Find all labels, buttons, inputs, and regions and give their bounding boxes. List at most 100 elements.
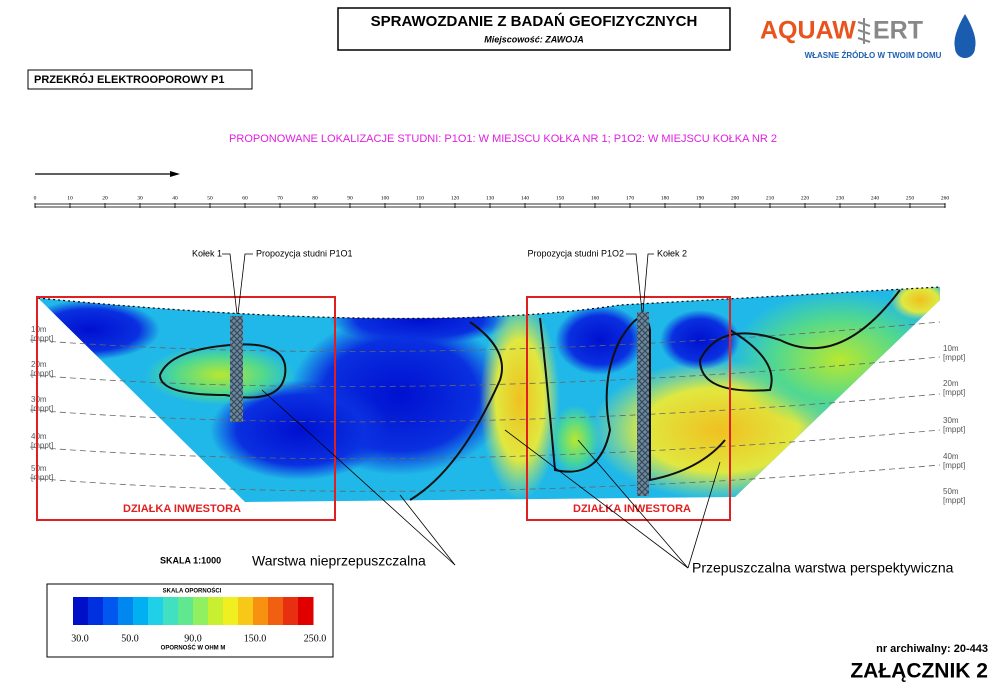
ruler-label: 110 [416,195,424,201]
ruler-label: 10 [67,195,73,201]
depth-label: 20m [943,379,959,388]
ruler-label: 40 [172,195,178,201]
ruler-label: 30 [137,195,143,201]
proposal: PROPONOWANE LOKALIZACJE STUDNI: P1O1: W … [229,133,777,145]
depth-lines [29,321,941,492]
depth-unit: [mppt] [943,425,965,434]
stake-label: Kołek 2 [657,248,687,258]
legend-swatch [163,597,179,625]
logo-tagline: WŁASNE ŹRÓDŁO W TWOIM DOMU [805,51,942,60]
well-label: Propozycja studni P1O1 [256,248,353,258]
well-label: Propozycja studni P1O2 [527,248,624,258]
legend-swatch [178,597,194,625]
ruler-label: 170 [626,195,635,201]
legend-swatch [238,597,254,625]
depth-unit: [mppt] [31,404,53,413]
ruler-label: 140 [521,195,530,201]
ruler-label: 200 [731,195,740,201]
legend-label: 250.0 [304,633,327,644]
ruler-label: 0 [34,195,37,201]
depth-label: 50m [31,464,47,473]
ruler-label: 180 [661,195,670,201]
layer-label: Przepuszczalna warstwa perspektywiczna [692,560,954,576]
stake-label: Kołek 1 [192,248,222,258]
ruler-label: 60 [242,195,248,201]
legend-swatch [193,597,209,625]
depth-unit: [mppt] [31,334,53,343]
legend-title: SKALA OPORNOŚCI [163,588,222,595]
ruler-label: 100 [381,195,390,201]
legend-swatch [208,597,224,625]
legend-swatch [253,597,269,625]
legend-swatch [283,597,299,625]
location: Miejscowość: ZAWOJA [484,34,584,44]
depth-unit: [mppt] [31,441,53,450]
depth-label: 20m [31,360,47,369]
depth-unit: [mppt] [943,353,965,362]
legend-label: 50.0 [121,633,139,644]
depth-label: 30m [943,416,959,425]
depth-unit: [mppt] [943,388,965,397]
section-title: PRZEKRÓJ ELEKTROOPOROWY P1 [34,73,225,86]
archive-number: nr archiwalny: 20-443 [876,643,988,655]
depth-label: 40m [31,432,47,441]
scale: SKALA 1:1000 [160,555,221,565]
ruler-label: 230 [836,195,845,201]
plot-box-2 [526,296,731,521]
ruler-label: 190 [696,195,705,201]
well-2 [637,312,649,496]
well-1 [230,316,243,422]
legend-swatch [133,597,149,625]
ruler-label: 160 [591,195,600,201]
legend-swatch [118,597,134,625]
plot-label: DZIAŁKA INWESTORA [573,503,691,515]
ruler-label: 240 [871,195,880,201]
logo-right: ERT [873,17,923,45]
depth-label: 50m [943,487,959,496]
ruler-label: 260 [941,195,950,201]
ruler-label: 150 [556,195,565,201]
logo-drop [954,14,976,58]
ruler-label: 70 [277,195,283,201]
depth-label: 40m [943,452,959,461]
ruler-label: 210 [766,195,775,201]
appendix: ZAŁĄCZNIK 2 [850,660,988,683]
layer-boundaries [158,289,901,501]
legend-swatch [223,597,239,625]
legend-label: 90.0 [184,633,202,644]
direction-arrow-head [170,171,180,177]
depth-unit: [mppt] [31,369,53,378]
legend-label: 150.0 [244,633,267,644]
depth-unit: [mppt] [943,461,965,470]
plot-label: DZIAŁKA INWESTORA [123,503,241,515]
depth-label: 10m [943,344,959,353]
leaders [222,253,721,569]
legend-unit: OPORNOŚĆ W OHM M [161,644,226,652]
layer-label: Warstwa nieprzepuszczalna [252,553,426,569]
ruler-label: 90 [347,195,353,201]
depth-label: 30m [31,395,47,404]
logo-left: AQUAW [760,17,856,45]
legend-swatch [268,597,284,625]
legend-swatch [88,597,104,625]
legend-swatch [103,597,119,625]
legend-label: 30.0 [71,633,89,644]
legend-swatch [298,597,314,625]
header-box [337,7,731,51]
report-title: SPRAWOZDANIE Z BADAŃ GEOFIZYCZNYCH [371,13,698,30]
ruler-label: 20 [102,195,108,201]
ruler-label: 250 [906,195,915,201]
section-title-box [27,69,253,90]
depth-label: 10m [31,325,47,334]
ruler-label: 120 [451,195,460,201]
ruler-label: 220 [801,195,810,201]
logo-drill [857,18,871,44]
depth-unit: [mppt] [31,473,53,482]
ruler-label: 50 [207,195,213,201]
legend-swatch [73,597,89,625]
ruler-label: 80 [312,195,318,201]
legend-swatch [148,597,164,625]
ruler-label: 130 [486,195,495,201]
plot-box-1 [36,296,336,521]
